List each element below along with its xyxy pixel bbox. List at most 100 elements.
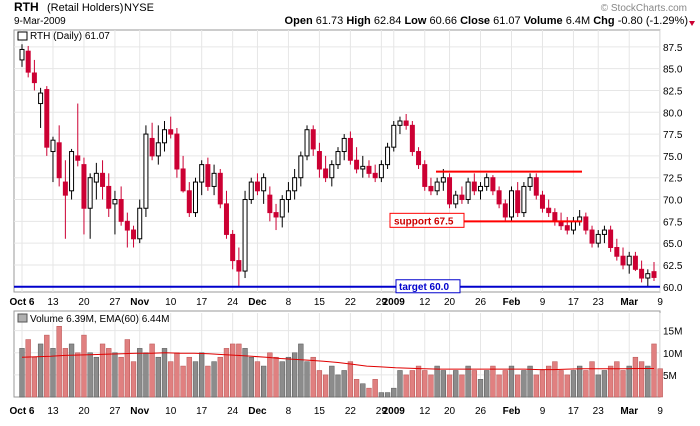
volume-bar	[44, 334, 50, 398]
candle-body	[490, 177, 496, 192]
candle-body	[341, 137, 347, 153]
candle-body	[192, 181, 198, 214]
volume-bar	[626, 365, 632, 398]
volume-bar	[589, 361, 595, 398]
candle-body	[508, 190, 514, 218]
price-annotations: support 67.5 target 60.0	[14, 170, 660, 294]
candle-body	[186, 190, 192, 214]
candle-body	[118, 199, 124, 222]
support-label-box	[389, 212, 465, 228]
volume-bar	[99, 343, 106, 398]
volume-bar	[192, 361, 199, 398]
candle-body	[459, 194, 465, 201]
candle-body	[651, 271, 657, 278]
candle-body	[168, 129, 174, 135]
candle-body	[620, 255, 626, 266]
candle-body	[254, 181, 260, 192]
volume-bar	[564, 374, 570, 398]
price-tick-label: 67.5	[663, 217, 683, 228]
volume-bar	[533, 374, 539, 398]
volume-x-tick-label: Nov	[130, 406, 149, 417]
price-y-axis: 60.0 62.5 65.0 67.5 70.0 72.5 75.0 77.5 80.0 82.5…	[663, 43, 683, 294]
candle-body	[385, 146, 391, 166]
volume-x-tick-label: 22	[345, 406, 357, 417]
candle-body	[261, 177, 267, 192]
candle-body	[397, 120, 403, 126]
volume-bar	[552, 361, 558, 398]
price-x-tick-label: 9	[657, 297, 663, 308]
candle-body	[230, 233, 236, 262]
down-triangle-icon	[689, 21, 695, 26]
candle-body	[521, 185, 527, 214]
volume-bar	[645, 365, 651, 398]
candle-body	[304, 129, 310, 157]
candle-body	[632, 255, 638, 270]
candle-body	[124, 220, 130, 231]
candle-body	[205, 164, 211, 187]
candle-body	[316, 151, 322, 170]
candle-body	[137, 207, 143, 240]
candle-body	[447, 177, 453, 205]
volume-bar	[93, 356, 100, 398]
candle-body	[496, 190, 502, 205]
volume-bar	[403, 374, 409, 398]
volume-bar	[601, 370, 608, 398]
candle-body	[335, 151, 341, 166]
candle-body	[149, 137, 155, 157]
candle-body	[180, 168, 186, 192]
volume-bar	[217, 356, 223, 398]
volume-x-tick-label: 13	[47, 406, 59, 417]
candle-body	[502, 203, 508, 218]
quote-close: 61.07	[493, 15, 521, 27]
candle-body	[416, 151, 422, 166]
volume-bar	[316, 370, 323, 398]
volume-bar	[112, 352, 118, 398]
candle-body	[19, 48, 25, 61]
volume-bar	[378, 392, 385, 398]
volume-bar	[149, 343, 155, 398]
price-x-tick-label: 8	[286, 297, 292, 308]
volume-bar	[322, 374, 329, 398]
candle-body	[471, 181, 477, 192]
volume-x-tick-label: 29	[376, 406, 388, 417]
volume-bar	[391, 387, 397, 398]
volume-x-tick-label: 20	[78, 406, 90, 417]
quote-close-label: Close	[460, 15, 490, 27]
candle-body	[81, 164, 87, 209]
volume-bar	[570, 370, 577, 398]
candle-body	[236, 260, 242, 272]
price-x-tick-label: Nov	[130, 297, 149, 308]
quote-open-label: Open	[285, 15, 313, 27]
candle-body	[564, 225, 570, 231]
candle-body	[69, 151, 75, 192]
candle-body	[533, 177, 539, 196]
price-x-tick-label: 23	[593, 297, 605, 308]
volume-bar	[595, 374, 601, 398]
volume-bar	[515, 374, 521, 398]
candle-body	[639, 268, 645, 279]
candle-body	[478, 185, 484, 192]
volume-bar	[459, 374, 465, 398]
price-tick-label: 70.0	[663, 196, 683, 207]
volume-bar	[267, 352, 273, 398]
price-x-tick-label: Dec	[248, 297, 267, 308]
volume-bar	[304, 361, 310, 398]
volume-bar	[106, 348, 112, 398]
volume-bar	[260, 365, 267, 398]
volume-bar	[161, 348, 168, 398]
candle-body	[360, 165, 366, 170]
volume-tick-label: 5M	[663, 371, 677, 382]
candle-body	[100, 172, 106, 187]
volume-bar	[174, 352, 180, 398]
volume-bar	[422, 370, 428, 398]
volume-ema-line	[21, 352, 654, 371]
volume-x-tick-label: 23	[593, 406, 605, 417]
volume-tick-label: 10M	[663, 349, 682, 360]
candle-body	[155, 142, 161, 157]
volume-bar	[285, 356, 292, 398]
price-x-tick-label: 22	[345, 297, 357, 308]
volume-bar	[453, 370, 459, 398]
price-tick-label: 82.5	[663, 86, 683, 97]
volume-bar	[143, 352, 149, 398]
